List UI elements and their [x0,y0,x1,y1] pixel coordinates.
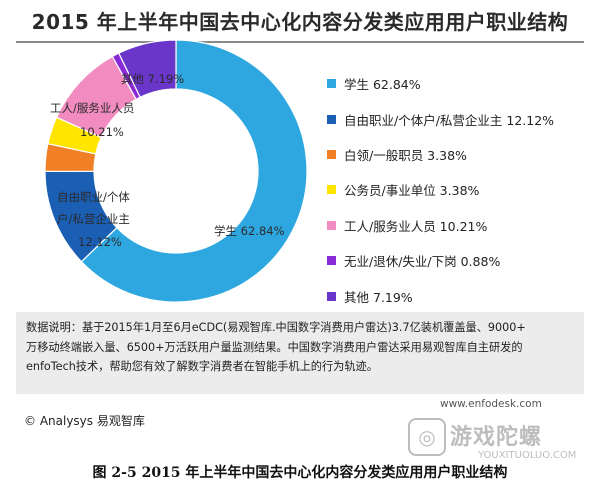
data-note-line: enfoTech技术，帮助您有效了解数字消费者在智能手机上的行为轨迹。 [26,360,378,373]
donut-slices [44,39,308,303]
data-note-line: 数据说明：基于2015年1月至6月eCDC(易观智库.中国数字消费用户雷达)3.… [26,321,526,334]
slice-label-other: 其他 7.19% [121,72,184,86]
legend-swatch-freelance [327,114,336,124]
source-credit: © Analysys 易观智库 [24,414,145,428]
figure-caption: 图 2-5 2015 年上半年中国去中心化内容分发类应用用户职业结构 [92,465,508,481]
legend-label-civil-servant: 公务员/事业单位 3.38% [344,183,480,199]
data-note-line: 万移动终端嵌入量、6500+万活跃用户量监测结果。中国数字消费用户雷达采用易观智… [26,340,523,354]
data-note: 数据说明：基于2015年1月至6月eCDC(易观智库.中国数字消费用户雷达)3.… [26,318,571,377]
slice-label-freelance-line2: 户/私营企业主 [57,212,130,226]
slice-label-student: 学生 62.84% [214,224,285,238]
legend-item-civil-servant: 公务员/事业单位 3.38% [327,172,597,207]
legend-label-unemployed: 无业/退休/失业/下岗 0.88% [344,254,501,270]
legend-swatch-worker [327,220,336,230]
legend-item-other: 其他 7.19% [327,278,597,313]
chart-title: 2015 年上半年中国去中心化内容分发类应用用户职业结构 [31,10,569,34]
slice-other [118,39,177,99]
slice-label-freelance-line1: 自由职业/个体 [57,190,130,204]
watermark-brand: 游戏陀螺 [450,425,543,450]
title-divider [16,41,584,43]
watermark-domain: YOUXITUOLUO.COM [478,450,577,461]
chart-legend: 学生 62.84% 自由职业/个体户/私营企业主 12.12% 白领/一般职员 … [327,66,597,314]
watermark-url: www.enfodesk.com [440,398,542,410]
legend-swatch-white-collar [327,149,336,159]
gyroscope-logo-icon: ◎ [408,418,446,456]
slice-student [80,39,308,303]
legend-label-student: 学生 62.84% [344,77,421,93]
slice-label-worker-line1: 工人/服务业人员 [50,101,134,115]
legend-item-worker: 工人/服务业人员 10.21% [327,208,597,243]
data-note-box [16,312,584,394]
legend-label-worker: 工人/服务业人员 10.21% [344,218,488,234]
legend-item-unemployed: 无业/退休/失业/下岗 0.88% [327,243,597,278]
legend-swatch-civil-servant [327,185,336,195]
legend-label-white-collar: 白领/一般职员 3.38% [344,147,467,163]
slice-label-freelance-line3: 12.12% [78,235,122,249]
legend-label-other: 其他 7.19% [344,289,413,305]
legend-label-freelance: 自由职业/个体户/私营企业主 12.12% [344,112,555,128]
legend-item-white-collar: 白领/一般职员 3.38% [327,137,597,172]
legend-item-student: 学生 62.84% [327,66,597,101]
slice-label-worker-line2: 10.21% [80,125,124,139]
legend-swatch-student [327,79,336,89]
legend-swatch-unemployed [327,256,336,266]
legend-swatch-other [327,291,336,301]
legend-item-freelance: 自由职业/个体户/私营企业主 12.12% [327,101,597,136]
